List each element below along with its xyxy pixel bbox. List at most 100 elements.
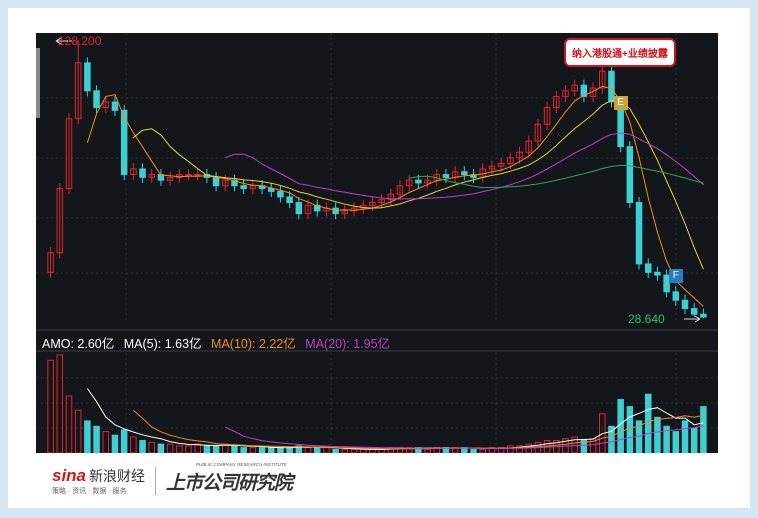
volume-bar <box>212 445 220 453</box>
price-ma20-line <box>225 132 704 200</box>
amo-ma10: MA(10): 2.22亿 <box>211 337 296 351</box>
candle <box>194 174 201 177</box>
volume-bar <box>249 447 257 453</box>
volume-bar <box>47 359 54 453</box>
candle <box>313 204 321 212</box>
candle <box>222 179 229 187</box>
candle <box>332 207 339 215</box>
candle <box>295 202 303 215</box>
price-ma60-line <box>409 164 704 189</box>
volume-bar <box>700 406 707 453</box>
volume-bar <box>525 443 532 453</box>
candle <box>378 199 385 204</box>
candle <box>424 179 431 184</box>
candle <box>139 168 146 178</box>
high-price-label: 128.200 <box>58 34 102 48</box>
volume-bar <box>93 425 100 453</box>
volume-bar <box>148 441 155 453</box>
candle <box>47 252 54 273</box>
volume-bar <box>65 395 73 453</box>
institute-en: PUBLIC COMPANY RESEARCH INSTITUTE <box>196 461 287 467</box>
volume-bar <box>120 429 128 453</box>
volume-bar <box>84 420 91 453</box>
candle <box>74 62 82 120</box>
low-price-label: 28.640 <box>628 312 665 326</box>
candle <box>166 176 174 181</box>
amo-legend: AMO: 2.60亿 MA(5): 1.63亿 MA(10): 2.22亿 MA… <box>42 333 396 352</box>
volume-bar <box>240 447 247 453</box>
candle <box>212 176 220 187</box>
volume-bar <box>626 406 634 453</box>
volume-bar <box>176 445 183 453</box>
volume-bar <box>470 448 477 453</box>
amo-value: AMO: 2.60亿 <box>42 337 115 351</box>
logo: sina 新浪财经 策略 · 资讯 · 数据 · 服务 PUBLIC COMPA… <box>52 462 293 496</box>
candle <box>304 204 312 215</box>
candle <box>690 308 698 315</box>
candle <box>516 151 523 159</box>
candle <box>56 188 64 254</box>
price-ma5-line <box>86 85 704 307</box>
candle <box>341 210 349 215</box>
volume-bar <box>203 445 211 453</box>
volume-bar <box>644 393 652 453</box>
volume-bar <box>654 416 661 453</box>
candle <box>249 185 257 190</box>
candle <box>369 202 376 206</box>
volume-bar <box>277 447 284 453</box>
candle <box>571 84 578 92</box>
volume-bar <box>378 448 385 453</box>
candle <box>562 90 569 97</box>
volume-bar <box>185 445 192 453</box>
volume-bar <box>286 447 293 453</box>
volume-bar <box>194 443 201 453</box>
amo-ma20: MA(20): 1.95亿 <box>305 337 391 351</box>
candle <box>654 271 661 276</box>
candle <box>240 185 247 190</box>
volume-bar <box>681 420 689 453</box>
candle <box>277 190 284 198</box>
candle <box>84 62 91 92</box>
candle <box>93 90 100 109</box>
candle <box>415 179 422 184</box>
stock-chart: 128.200 28.640 纳入港股通+业绩披露 AMO: 2.60亿 MA(… <box>36 33 718 453</box>
candle <box>543 107 551 125</box>
volume-bar <box>617 399 624 453</box>
volume-bar <box>313 447 321 453</box>
volume-bar <box>690 427 698 453</box>
candle <box>470 174 477 178</box>
candle <box>286 196 293 204</box>
candle <box>672 291 680 301</box>
candle <box>525 140 532 153</box>
volume-bar <box>369 448 376 453</box>
volume-bar <box>672 431 680 453</box>
volume-bar <box>139 440 146 453</box>
candle <box>102 101 110 109</box>
candle <box>534 123 542 142</box>
sina-sub: 策略 · 资讯 · 数据 · 服务 <box>52 488 127 495</box>
candle <box>553 95 560 109</box>
candle <box>488 165 496 170</box>
volume-bar <box>111 434 119 453</box>
candle <box>442 174 450 178</box>
scrollbar <box>36 48 40 118</box>
annotation-label: 纳入港股通+业绩披露 <box>564 38 676 67</box>
event-marker-E[interactable]: E <box>613 96 628 110</box>
volume-bar <box>56 354 64 453</box>
volume-ma10-line <box>132 409 704 450</box>
candle <box>507 157 514 164</box>
candle <box>461 171 468 176</box>
low-arrow-icon <box>684 315 701 323</box>
volume-bar <box>332 448 339 453</box>
event-marker-F[interactable]: F <box>668 269 683 283</box>
volume-bar <box>424 448 431 453</box>
sina-logo: sina <box>52 466 87 485</box>
candle <box>148 174 155 178</box>
volume-bar <box>166 443 174 453</box>
volume-bar <box>350 448 358 453</box>
candle <box>599 70 606 89</box>
candle <box>635 202 643 265</box>
volume-bar <box>231 445 238 453</box>
volume-bar <box>479 448 486 453</box>
volume-ma20-line <box>225 425 704 449</box>
